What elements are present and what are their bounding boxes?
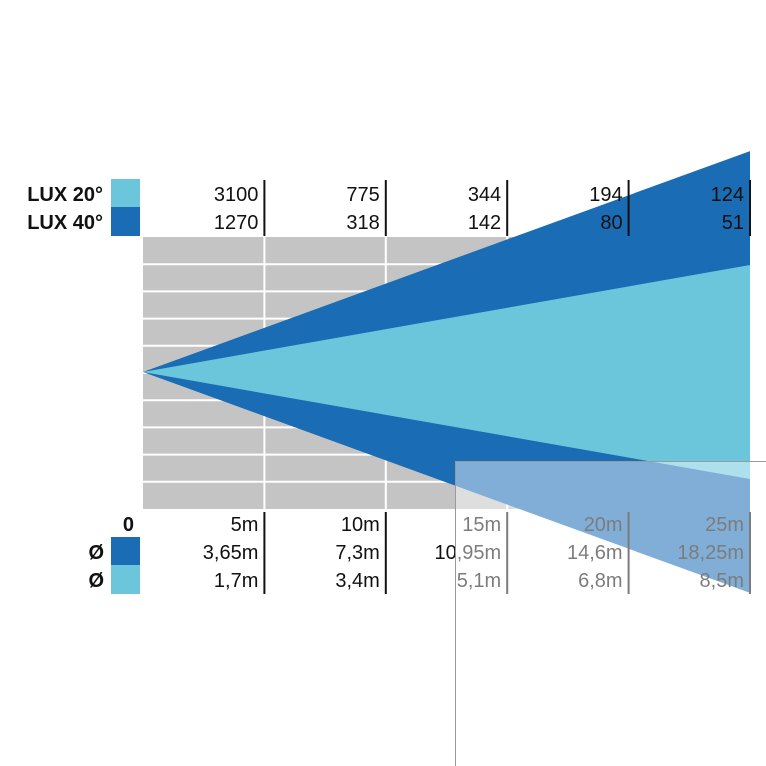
lux-value: 344 xyxy=(468,184,501,206)
selection-overlay xyxy=(455,461,766,766)
lux-value: 124 xyxy=(711,184,744,206)
legend-label: LUX 20° xyxy=(27,184,103,206)
column-dividers xyxy=(263,180,751,594)
beam-20deg xyxy=(143,264,750,480)
distance-origin-label: 0 xyxy=(123,514,134,536)
lux-value: 194 xyxy=(589,184,622,206)
diameter-value: 3,65m xyxy=(203,542,259,564)
diameter-value: 3,4m xyxy=(335,570,379,592)
diameter-swatch xyxy=(111,537,140,566)
lux-value: 142 xyxy=(468,212,501,234)
value-labels: 3100 775 344 194 124 1270 318 142 80 51 0 5m 10m 15m 2… xyxy=(88,184,744,594)
diameter-swatch xyxy=(111,565,140,594)
distance-label: 10m xyxy=(341,514,380,536)
lux-value: 80 xyxy=(600,212,622,234)
diameter-value: 7,3m xyxy=(335,542,379,564)
diameter-value: 5,1m xyxy=(457,570,501,592)
legend: LUX 20° LUX 40° xyxy=(27,179,140,236)
lux-value: 3100 xyxy=(214,184,259,206)
distance-label: 25m xyxy=(705,514,744,536)
lux-value: 51 xyxy=(722,212,744,234)
diameter-value: 18,25m xyxy=(677,542,744,564)
diameter-value: 10,95m xyxy=(434,542,501,564)
distance-label: 5m xyxy=(231,514,259,536)
distance-label: 15m xyxy=(462,514,501,536)
diameter-value: 1,7m xyxy=(214,570,258,592)
legend-swatch xyxy=(111,207,140,236)
lux-value: 775 xyxy=(346,184,379,206)
lux-value: 1270 xyxy=(214,212,259,234)
distance-label: 20m xyxy=(584,514,623,536)
lux-value: 318 xyxy=(346,212,379,234)
diameter-value: 14,6m xyxy=(567,542,623,564)
diameter-value: 8,5m xyxy=(700,570,744,592)
legend-label: LUX 40° xyxy=(27,212,103,234)
diameter-value: 6,8m xyxy=(578,570,622,592)
diameter-symbol: Ø xyxy=(88,542,104,564)
legend-swatch xyxy=(111,179,140,208)
diameter-symbol: Ø xyxy=(88,570,104,592)
beam-cones xyxy=(143,151,750,593)
